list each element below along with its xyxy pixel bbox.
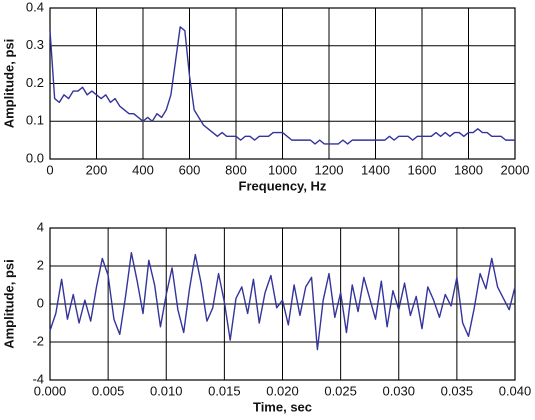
x-tick-label: 1200 [315, 162, 344, 177]
x-tick-label: 1600 [408, 162, 437, 177]
x-tick-label: 1800 [454, 162, 483, 177]
x-axis-title: Time, sec [253, 399, 312, 414]
x-tick-label: 0.040 [499, 383, 532, 398]
x-tick-label: 400 [132, 162, 154, 177]
y-tick-label: 0 [37, 295, 44, 310]
x-tick-label: 1000 [268, 162, 297, 177]
x-tick-label: 0.015 [208, 383, 241, 398]
x-tick-label: 1400 [361, 162, 390, 177]
y-tick-label: 2 [37, 257, 44, 272]
x-tick-label: 0.000 [34, 383, 67, 398]
y-tick-label: 0.0 [26, 150, 44, 165]
x-tick-label: 0.020 [266, 383, 299, 398]
y-tick-label: 0.1 [26, 113, 44, 128]
x-tick-label: 600 [179, 162, 201, 177]
x-tick-label: 0.025 [324, 383, 357, 398]
x-tick-label: 800 [225, 162, 247, 177]
x-tick-label: 0.005 [92, 383, 125, 398]
plot-frame [49, 227, 516, 381]
data-line [49, 26, 515, 145]
y-tick-label: 0.2 [26, 75, 44, 90]
x-tick-label: 0.030 [382, 383, 415, 398]
data-line [49, 252, 516, 351]
plot-frame [49, 7, 516, 160]
y-tick-label: 0.3 [26, 37, 44, 52]
y-tick-label: -4 [32, 371, 44, 386]
y-axis-title: Amplitude, psi [1, 259, 16, 349]
y-tick-label: 0.4 [26, 0, 44, 14]
x-axis-title: Frequency, Hz [239, 178, 327, 193]
x-tick-label: 200 [86, 162, 108, 177]
y-tick-label: -2 [32, 333, 44, 348]
x-tick-label: 0 [46, 162, 53, 177]
x-tick-label: 2000 [501, 162, 530, 177]
y-axis-title: Amplitude, psi [1, 39, 16, 129]
x-tick-label: 0.035 [441, 383, 474, 398]
x-tick-label: 0.010 [150, 383, 183, 398]
y-tick-label: 4 [37, 219, 44, 234]
